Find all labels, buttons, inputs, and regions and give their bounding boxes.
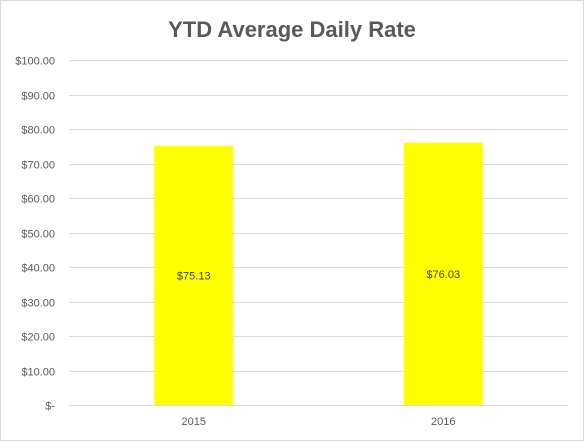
data-labels: $75.13 $76.03 (177, 269, 460, 283)
y-tick-label: $80.00 (21, 125, 55, 137)
bars (154, 142, 483, 405)
y-tick-label: $- (45, 401, 55, 413)
y-tick-label: $70.00 (21, 160, 55, 172)
chart-title: YTD Average Daily Rate (168, 17, 416, 42)
y-tick-label: $30.00 (21, 298, 55, 310)
data-label: $75.13 (177, 270, 211, 282)
bar-2015 (154, 145, 234, 405)
y-tick-label: $40.00 (21, 263, 55, 275)
y-axis: $- $10.00 $20.00 $30.00 $40.00 $50.00 $60.00 $7… (15, 56, 55, 413)
y-tick-label: $50.00 (21, 229, 55, 241)
bar-2016 (403, 142, 483, 405)
x-tick-label: 2016 (431, 416, 455, 428)
gridlines (69, 60, 568, 406)
y-tick-label: $60.00 (21, 194, 55, 206)
y-tick-label: $20.00 (21, 332, 55, 344)
x-axis: 2015 2016 (182, 416, 456, 428)
x-tick-label: 2015 (182, 416, 206, 428)
data-label: $76.03 (426, 269, 460, 281)
y-tick-label: $100.00 (15, 56, 55, 68)
y-tick-label: $90.00 (21, 91, 55, 103)
y-tick-label: $10.00 (21, 367, 55, 379)
